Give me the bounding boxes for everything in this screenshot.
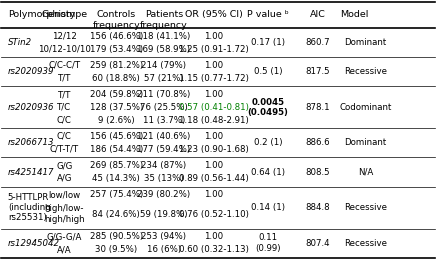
Text: rs2020939: rs2020939 [8, 67, 54, 76]
Text: G/G-G/A: G/G-G/A [47, 232, 82, 241]
Text: low/low: low/low [48, 190, 80, 199]
Text: 1.15 (0.77-1.72): 1.15 (0.77-1.72) [179, 74, 249, 83]
Text: 0.11
(0.99): 0.11 (0.99) [255, 233, 281, 253]
Text: 257 (75.4%): 257 (75.4%) [89, 190, 143, 199]
Text: 11 (3.7%): 11 (3.7%) [143, 116, 185, 125]
Text: 884.8: 884.8 [305, 203, 330, 212]
Text: rs2066713: rs2066713 [8, 139, 54, 147]
Text: 808.5: 808.5 [305, 168, 330, 177]
Text: Codominant: Codominant [339, 103, 392, 112]
Text: 84 (24.6%): 84 (24.6%) [92, 210, 140, 219]
Text: 121 (40.6%): 121 (40.6%) [137, 132, 191, 141]
Text: Polymorphism: Polymorphism [8, 10, 75, 19]
Text: 211 (70.8%): 211 (70.8%) [137, 90, 191, 99]
Text: 239 (80.2%): 239 (80.2%) [137, 190, 191, 199]
Text: 186 (54.4%): 186 (54.4%) [89, 145, 143, 154]
Text: Recessive: Recessive [344, 239, 387, 248]
Text: high/low-
high/high: high/low- high/high [44, 204, 85, 224]
Text: 128 (37.5%): 128 (37.5%) [89, 103, 143, 112]
Text: Genotype: Genotype [41, 10, 87, 19]
Text: 0.5 (1): 0.5 (1) [254, 67, 282, 76]
Text: 234 (87%): 234 (87%) [141, 161, 187, 170]
Text: C/C: C/C [57, 116, 72, 125]
Text: 1.23 (0.90-1.68): 1.23 (0.90-1.68) [179, 145, 249, 154]
Text: 156 (46.6%): 156 (46.6%) [89, 32, 143, 41]
Text: 1.00: 1.00 [204, 132, 223, 141]
Text: 179 (53.4%): 179 (53.4%) [90, 45, 143, 54]
Text: 10/12-10/10: 10/12-10/10 [38, 45, 91, 54]
Text: 5-HTTLPR
(including
rs25531): 5-HTTLPR (including rs25531) [8, 193, 51, 222]
Text: 0.2 (1): 0.2 (1) [254, 139, 282, 147]
Text: 177 (59.4%): 177 (59.4%) [137, 145, 191, 154]
Text: 59 (19.8%): 59 (19.8%) [140, 210, 187, 219]
Text: 118 (41.1%): 118 (41.1%) [137, 32, 191, 41]
Text: 259 (81.2%): 259 (81.2%) [90, 61, 143, 70]
Text: 35 (13%): 35 (13%) [144, 174, 184, 183]
Text: 807.4: 807.4 [305, 239, 330, 248]
Text: 0.60 (0.32-1.13): 0.60 (0.32-1.13) [179, 245, 249, 254]
Text: C/T-T/T: C/T-T/T [50, 145, 79, 154]
Text: 1.00: 1.00 [204, 61, 223, 70]
Text: G/G: G/G [56, 161, 72, 170]
Text: 0.64 (1): 0.64 (1) [251, 168, 285, 177]
Text: T/T: T/T [58, 74, 71, 83]
Text: 269 (85.7%): 269 (85.7%) [90, 161, 143, 170]
Text: 45 (14.3%): 45 (14.3%) [92, 174, 140, 183]
Text: 1.00: 1.00 [204, 232, 223, 241]
Text: 76 (25.5%): 76 (25.5%) [140, 103, 188, 112]
Text: 0.14 (1): 0.14 (1) [251, 203, 285, 212]
Text: 817.5: 817.5 [305, 67, 330, 76]
Text: 285 (90.5%): 285 (90.5%) [90, 232, 143, 241]
Text: T/T: T/T [58, 90, 71, 99]
Text: 1.18 (0.48-2.91): 1.18 (0.48-2.91) [179, 116, 249, 125]
Text: 169 (58.9%): 169 (58.9%) [137, 45, 191, 54]
Text: Controls
frequency: Controls frequency [92, 10, 140, 30]
Text: Dominant: Dominant [344, 139, 386, 147]
Text: 214 (79%): 214 (79%) [141, 61, 186, 70]
Text: 0.57 (0.41-0.81): 0.57 (0.41-0.81) [179, 103, 249, 112]
Text: A/G: A/G [56, 174, 72, 183]
Text: Dominant: Dominant [344, 38, 386, 47]
Text: AIC: AIC [310, 10, 326, 19]
Text: OR (95% CI): OR (95% CI) [185, 10, 242, 19]
Text: T/C: T/C [57, 103, 71, 112]
Text: 0.17 (1): 0.17 (1) [251, 38, 285, 47]
Text: 1.00: 1.00 [204, 161, 223, 170]
Text: 0.0045
(0.0495): 0.0045 (0.0495) [247, 98, 288, 117]
Text: 253 (94%): 253 (94%) [141, 232, 186, 241]
Text: 60 (18.8%): 60 (18.8%) [92, 74, 140, 83]
Text: 1.25 (0.91-1.72): 1.25 (0.91-1.72) [179, 45, 249, 54]
Text: N/A: N/A [358, 168, 373, 177]
Text: Model: Model [340, 10, 369, 19]
Text: 30 (9.5%): 30 (9.5%) [95, 245, 137, 254]
Text: 16 (6%): 16 (6%) [147, 245, 181, 254]
Text: 878.1: 878.1 [305, 103, 330, 112]
Text: A/A: A/A [57, 245, 72, 254]
Text: 0.76 (0.52-1.10): 0.76 (0.52-1.10) [179, 210, 249, 219]
Text: 860.7: 860.7 [305, 38, 330, 47]
Text: 12/12: 12/12 [52, 32, 77, 41]
Text: 1.00: 1.00 [204, 32, 223, 41]
Text: Recessive: Recessive [344, 203, 387, 212]
Text: 1.00: 1.00 [204, 190, 223, 199]
Text: P value ᵇ: P value ᵇ [247, 10, 289, 19]
Text: 9 (2.6%): 9 (2.6%) [98, 116, 134, 125]
Text: C/C-C/T: C/C-C/T [48, 61, 80, 70]
Text: Recessive: Recessive [344, 67, 387, 76]
Text: 57 (21%): 57 (21%) [144, 74, 184, 83]
Text: STin2: STin2 [8, 38, 32, 47]
Text: C/C: C/C [57, 132, 72, 141]
Text: rs12945042: rs12945042 [8, 239, 60, 248]
Text: 204 (59.8%): 204 (59.8%) [90, 90, 143, 99]
Text: rs2020936: rs2020936 [8, 103, 54, 112]
Text: 0.89 (0.56-1.44): 0.89 (0.56-1.44) [179, 174, 249, 183]
Text: rs4251417: rs4251417 [8, 168, 54, 177]
Text: 1.00: 1.00 [204, 90, 223, 99]
Text: 886.6: 886.6 [305, 139, 330, 147]
Text: 156 (45.6%): 156 (45.6%) [89, 132, 143, 141]
Text: Patients
frequency: Patients frequency [140, 10, 188, 30]
